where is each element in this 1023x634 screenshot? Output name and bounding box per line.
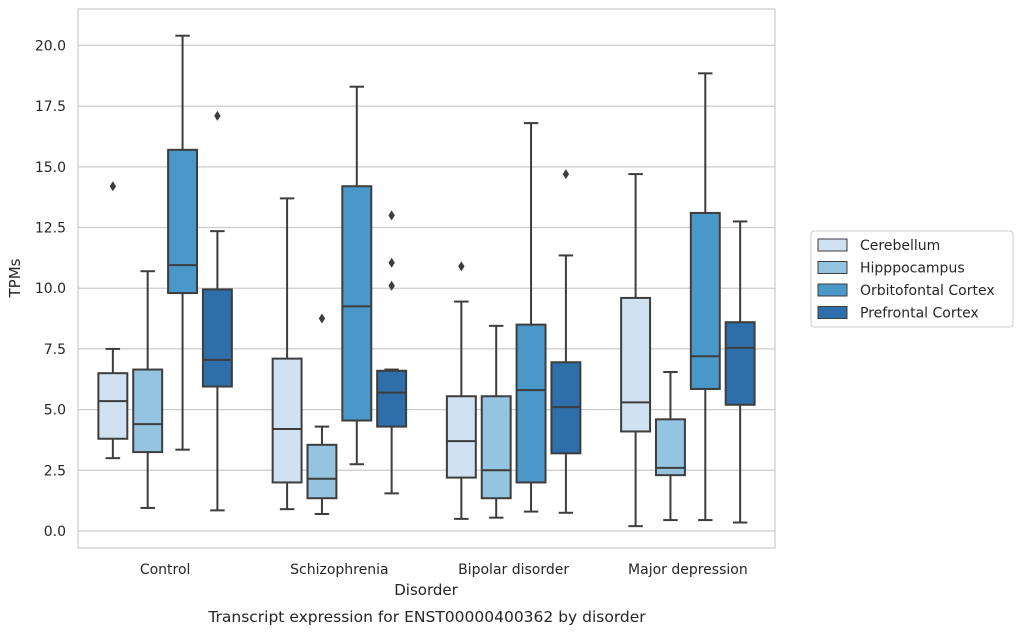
x-axis-title: Disorder	[394, 581, 458, 599]
outlier-point	[214, 110, 221, 121]
box-1-2	[480, 324, 512, 519]
box-3-0	[201, 110, 233, 512]
box-0-2	[445, 261, 477, 520]
y-tick-label: 2.5	[44, 463, 66, 479]
box-2-0	[167, 34, 199, 451]
box-3-1	[376, 210, 408, 495]
outlier-point	[562, 169, 570, 180]
legend-frame	[810, 230, 1014, 328]
x-tick-labels: Control Schizophrenia Bipolar disorder Majo…	[140, 562, 748, 578]
outlier-point	[458, 261, 465, 272]
outlier-point	[388, 280, 395, 291]
outlier-point	[388, 257, 395, 268]
x-tick-label: Bipolar disorder	[458, 562, 569, 578]
box-iqr	[306, 443, 338, 500]
box-iqr	[271, 357, 303, 484]
legend-swatch	[817, 238, 848, 252]
outlier-point	[318, 313, 326, 324]
box-iqr	[97, 372, 129, 440]
y-axis-title: TPMs	[6, 258, 24, 298]
box-1-3	[654, 370, 686, 522]
box-iqr	[201, 288, 233, 388]
legend-label: Orbitofontal Cortex	[860, 283, 995, 299]
box-iqr	[689, 211, 721, 390]
x-tick-label: Schizophrenia	[290, 562, 388, 578]
box-3-2	[550, 169, 582, 514]
y-tick-label: 20.0	[35, 38, 66, 54]
box-iqr	[132, 368, 164, 454]
box-2-3	[689, 72, 721, 522]
legend-swatch	[817, 261, 848, 274]
y-tick-label: 17.5	[35, 99, 66, 115]
legend-swatch	[817, 306, 848, 319]
box-1-0	[132, 270, 164, 509]
box-2-1	[341, 85, 373, 466]
outlier-point	[388, 210, 395, 221]
y-tick-labels: 0.0 2.5 5.0 7.5 10.0 12.5 15.0 17.5 20.0	[35, 38, 66, 540]
y-tick-label: 7.5	[44, 342, 66, 358]
y-tick-label: 5.0	[44, 403, 66, 419]
box-2-2	[515, 122, 547, 513]
y-tick-label: 0.0	[44, 524, 66, 540]
box-iqr	[724, 321, 756, 406]
outlier-point	[109, 181, 117, 192]
box-0-0	[97, 181, 129, 460]
x-tick-label: Major depression	[628, 562, 748, 578]
box-0-1	[271, 197, 303, 511]
legend-swatch	[817, 283, 848, 297]
box-iqr	[376, 369, 408, 428]
chart-caption: Transcript expression for ENST0000040036…	[207, 608, 646, 626]
box-iqr	[515, 323, 547, 484]
plot-area-frame	[77, 8, 776, 549]
box-layer	[97, 34, 756, 528]
box-iqr	[654, 418, 686, 477]
box-iqr	[167, 148, 199, 295]
box-iqr	[341, 185, 373, 422]
x-tick-label: Control	[140, 562, 191, 578]
legend-label: Hipppocampus	[860, 261, 965, 277]
box-3-3	[724, 220, 756, 524]
box-iqr	[480, 395, 512, 500]
box-iqr	[445, 395, 477, 479]
box-1-1	[306, 313, 338, 516]
box-0-3	[620, 173, 652, 528]
legend-label: Cerebellum	[860, 238, 940, 254]
y-tick-label: 12.5	[35, 221, 66, 237]
y-tick-label: 10.0	[35, 281, 66, 297]
legend-label: Prefrontal Cortex	[860, 306, 979, 322]
box-iqr	[620, 296, 652, 433]
legend: Cerebellum Hipppocampus Orbitofontal Corte…	[810, 230, 1014, 328]
y-tick-label: 15.0	[35, 160, 66, 176]
